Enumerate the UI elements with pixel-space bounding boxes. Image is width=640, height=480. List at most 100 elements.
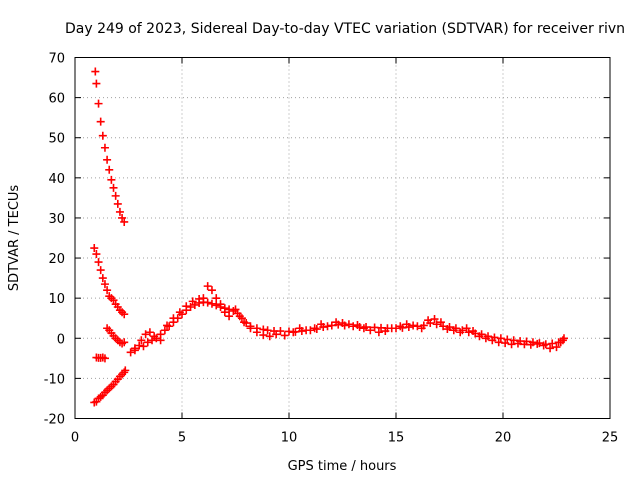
y-tick-label: 40 <box>48 172 65 187</box>
data-point <box>118 213 127 222</box>
data-point <box>139 342 148 351</box>
data-point <box>220 308 229 317</box>
data-point <box>212 294 221 303</box>
data-point <box>126 348 135 357</box>
data-point <box>188 297 197 306</box>
data-point <box>464 328 473 337</box>
data-point <box>98 131 107 140</box>
data-point <box>94 99 103 108</box>
data-point <box>539 341 548 350</box>
data-point <box>443 325 452 334</box>
data-point <box>413 322 422 331</box>
data-point <box>526 340 535 349</box>
x-tick-label: 15 <box>388 431 405 446</box>
data-point <box>235 312 244 321</box>
y-tick-label: -10 <box>44 372 65 387</box>
data-point <box>203 282 212 291</box>
data-point <box>113 199 122 208</box>
data-point <box>156 336 165 345</box>
x-axis-label: GPS time / hours <box>288 459 397 474</box>
data-point <box>231 305 240 314</box>
data-point <box>439 322 448 331</box>
data-point <box>501 339 510 348</box>
data-point <box>225 312 234 321</box>
data-point <box>103 286 112 295</box>
data-point <box>374 328 383 337</box>
data-point <box>109 183 118 192</box>
data-point <box>546 344 555 353</box>
data-point <box>148 336 157 345</box>
data-point <box>449 326 458 335</box>
data-point <box>430 315 439 324</box>
data-point <box>143 338 152 347</box>
data-point <box>109 296 118 305</box>
data-point <box>105 165 114 174</box>
data-point <box>120 217 129 226</box>
series-arc-high <box>91 67 129 226</box>
data-point <box>488 336 497 345</box>
data-point <box>100 280 109 289</box>
grid-lines <box>75 57 610 419</box>
data-point <box>265 332 274 341</box>
data-point <box>92 250 101 259</box>
data-point <box>381 327 390 336</box>
data-point <box>280 331 289 340</box>
data-point <box>417 324 426 333</box>
data-point <box>332 318 341 327</box>
chart-title: Day 249 of 2023, Sidereal Day-to-day VTE… <box>65 21 625 37</box>
data-point <box>145 328 154 337</box>
data-point <box>366 326 375 335</box>
y-tick-label: 0 <box>57 332 65 347</box>
data-point <box>91 67 100 76</box>
data-point <box>552 343 561 352</box>
data-point <box>507 340 516 349</box>
data-point <box>121 366 130 375</box>
series-main-trace-b <box>130 282 568 355</box>
data-point <box>259 331 268 340</box>
data-point <box>456 328 465 337</box>
data-point <box>481 334 490 343</box>
data-points <box>90 67 568 407</box>
data-point <box>317 320 326 329</box>
y-tick-label: -20 <box>44 413 65 428</box>
data-point <box>344 320 353 329</box>
data-point <box>199 294 208 303</box>
data-point <box>359 324 368 333</box>
series-segment-small <box>92 324 129 363</box>
data-point <box>302 326 311 335</box>
data-point <box>556 338 565 347</box>
data-point <box>246 324 255 333</box>
data-point <box>163 321 172 330</box>
data-point <box>263 326 272 335</box>
data-point <box>409 321 418 330</box>
data-point <box>509 336 518 345</box>
data-point <box>323 322 332 331</box>
x-tick-label: 25 <box>602 431 619 446</box>
y-tick-label: 10 <box>48 292 65 307</box>
x-tick-label: 10 <box>281 431 298 446</box>
data-point <box>496 334 505 343</box>
data-point <box>559 334 568 343</box>
data-point <box>94 258 103 267</box>
data-point <box>92 79 101 88</box>
data-point <box>160 326 169 335</box>
data-point <box>432 320 441 329</box>
data-point <box>111 191 120 200</box>
data-point <box>310 324 319 333</box>
data-point <box>295 324 304 333</box>
data-point <box>182 302 191 311</box>
data-point <box>424 316 433 325</box>
data-point <box>195 294 204 303</box>
x-tick-label: 0 <box>71 431 79 446</box>
data-point <box>100 354 109 363</box>
data-point <box>120 310 129 319</box>
data-point <box>349 322 358 331</box>
data-point <box>103 155 112 164</box>
data-point <box>353 321 362 330</box>
data-point <box>272 330 281 339</box>
data-point <box>252 328 261 337</box>
data-point <box>96 266 105 275</box>
data-point <box>115 207 124 216</box>
data-point <box>175 308 184 317</box>
